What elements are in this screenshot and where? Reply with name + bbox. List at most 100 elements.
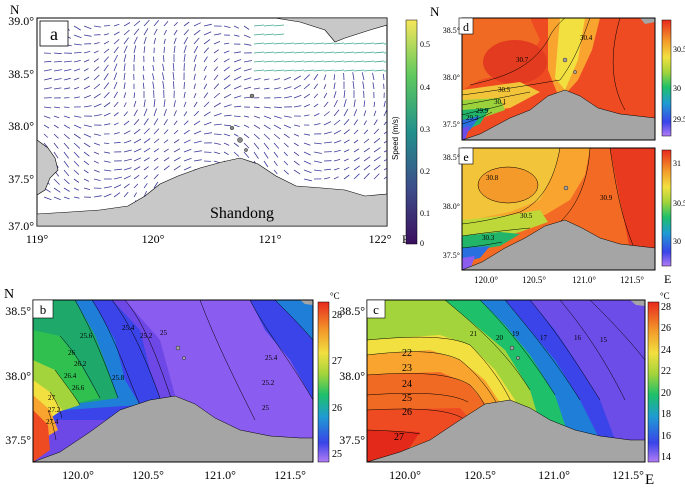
colorbar-tick: 30.5 [673,199,685,208]
contour-label: 19 [512,330,520,338]
colorbar-tick: 14 [661,452,671,463]
contour-label: 27.2 [48,406,61,414]
panel-c-letter: c [373,302,379,317]
lat-tick: 38.5° [339,304,365,318]
panel-e-east-label: E [664,272,671,286]
contour-label: 21 [470,330,478,338]
lat-tick: 38.5° [5,304,31,318]
panel-c-colorbar [648,302,659,462]
contour-label: 30.1 [494,98,507,106]
panel-b-contour-map: b N 25.4 25.2 25 25.6 26 26.2 26.4 26.6 … [4,287,342,482]
lon-tick: 120.5° [464,468,496,482]
contour-label: 26 [402,407,412,418]
colorbar-tick: 20 [661,388,671,399]
lat-tick: 38.0° [339,369,365,383]
colorbar-tick: 24 [661,345,671,356]
contour-label: 20 [496,334,504,342]
panel-c-contour-map: c 22 23 24 25 26 27 21 20 19 17 16 15 38… [339,291,671,488]
contour-label: 27 [48,394,56,402]
panel-b-colorbar [318,302,329,462]
panel-d-colorbar [662,20,671,136]
panel-c-unit: °C [660,291,670,301]
lon-tick: 122° [369,232,392,246]
panel-c-east-label: E [645,472,654,488]
lat-tick: 37.5° [443,120,460,129]
speed-colorbar-title: Speed (m/s) [391,116,400,160]
contour-label: 25 [262,404,270,412]
lat-tick: 38.0° [443,73,460,82]
contour-label: 25.4 [265,354,278,362]
contour-label: 25.6 [80,332,93,340]
colorbar-tick: 28 [661,302,671,313]
lon-tick: 120.0° [389,468,421,482]
colorbar-tick: 0.3 [420,125,430,134]
lat-tick: 38.0° [443,202,460,211]
panel-d-north-label: N [430,4,440,19]
lon-tick: 121.0° [204,468,236,482]
shandong-label: Shandong [210,205,274,222]
panel-a-lon-ticks: 119° 120° 121° 122° [26,232,392,246]
panel-b-letter: b [40,302,47,317]
lat-tick: 38.0° [8,119,34,133]
lat-tick: 38.5° [443,26,460,35]
lon-tick: 119° [26,232,49,246]
contour-label: 30.3 [482,234,495,242]
panel-e-contour-map: e 30.8 30.9 30.5 30.3 38.5° 38.0° 37.5° … [443,148,685,286]
speed-colorbar-ticks: 0.5 0.4 0.3 0.2 0.1 0 [420,40,430,248]
contour-label: 26.4 [64,372,77,380]
panel-b-unit: °C [330,291,340,301]
contour-label: 30.7 [516,56,529,64]
contour-label: 30.4 [580,34,593,42]
contour-label: 25 [160,329,168,337]
colorbar-tick: 0 [420,239,424,248]
colorbar-tick: 22 [661,366,671,377]
current-vector [154,57,155,62]
lon-tick: 120.0° [474,275,498,285]
contour-label: 15 [600,336,608,344]
lon-tick: 120° [142,232,165,246]
contour-label: 25.8 [112,374,125,382]
current-vector [214,134,222,135]
colorbar-tick: 0.2 [420,167,430,176]
contour-label: 24 [402,379,412,390]
contour-label: 30.5 [498,86,511,94]
lat-tick: 37.5° [443,251,460,260]
contour-label: 30.8 [486,174,499,182]
lon-tick: 121.5° [612,468,644,482]
contour-label: 30.5 [520,212,533,220]
contour-label: 22 [402,348,412,359]
current-vector [184,82,185,89]
colorbar-tick: 30.5 [673,45,685,54]
colorbar-tick: 26 [332,403,342,414]
lat-tick: 38.5° [443,153,460,162]
contour-label: 27 [394,432,404,443]
colorbar-tick: 18 [661,409,671,420]
colorbar-tick: 26 [661,323,671,334]
contour-label: 27.4 [46,418,59,426]
colorbar-tick: 25 [332,449,342,460]
panel-d-contour-map: d N 30.4 30.7 30.5 30.1 29.9 29.3 38.5° … [430,4,685,140]
lon-tick: 120.0° [62,468,94,482]
lon-tick: 121.0° [572,275,596,285]
lon-tick: 121.5° [274,468,306,482]
panel-a-letter: a [50,24,58,44]
lon-tick: 120.5° [522,275,546,285]
panel-a-current-map: a Shandong N 39.0° 38.5° 38.0° 37.5° 37.… [8,2,430,248]
lat-tick: 37.5° [8,172,34,186]
contour-label: 26.6 [72,384,85,392]
contour-label: 25.2 [140,332,153,340]
speed-colorbar [406,20,417,244]
contour-label: 17 [540,334,548,342]
contour-label: 25.2 [262,379,275,387]
current-vector [64,107,69,108]
colorbar-tick: 30 [673,84,681,93]
contour-label: 29.3 [466,114,479,122]
lat-tick: 39.0° [8,14,34,28]
panel-d-letter: d [463,20,469,34]
contour-label: 26 [68,349,76,357]
colorbar-tick: 30 [673,237,681,246]
colorbar-tick: 31 [673,159,681,168]
colorbar-tick: 0.1 [420,209,430,218]
colorbar-tick: 0.5 [420,40,430,49]
